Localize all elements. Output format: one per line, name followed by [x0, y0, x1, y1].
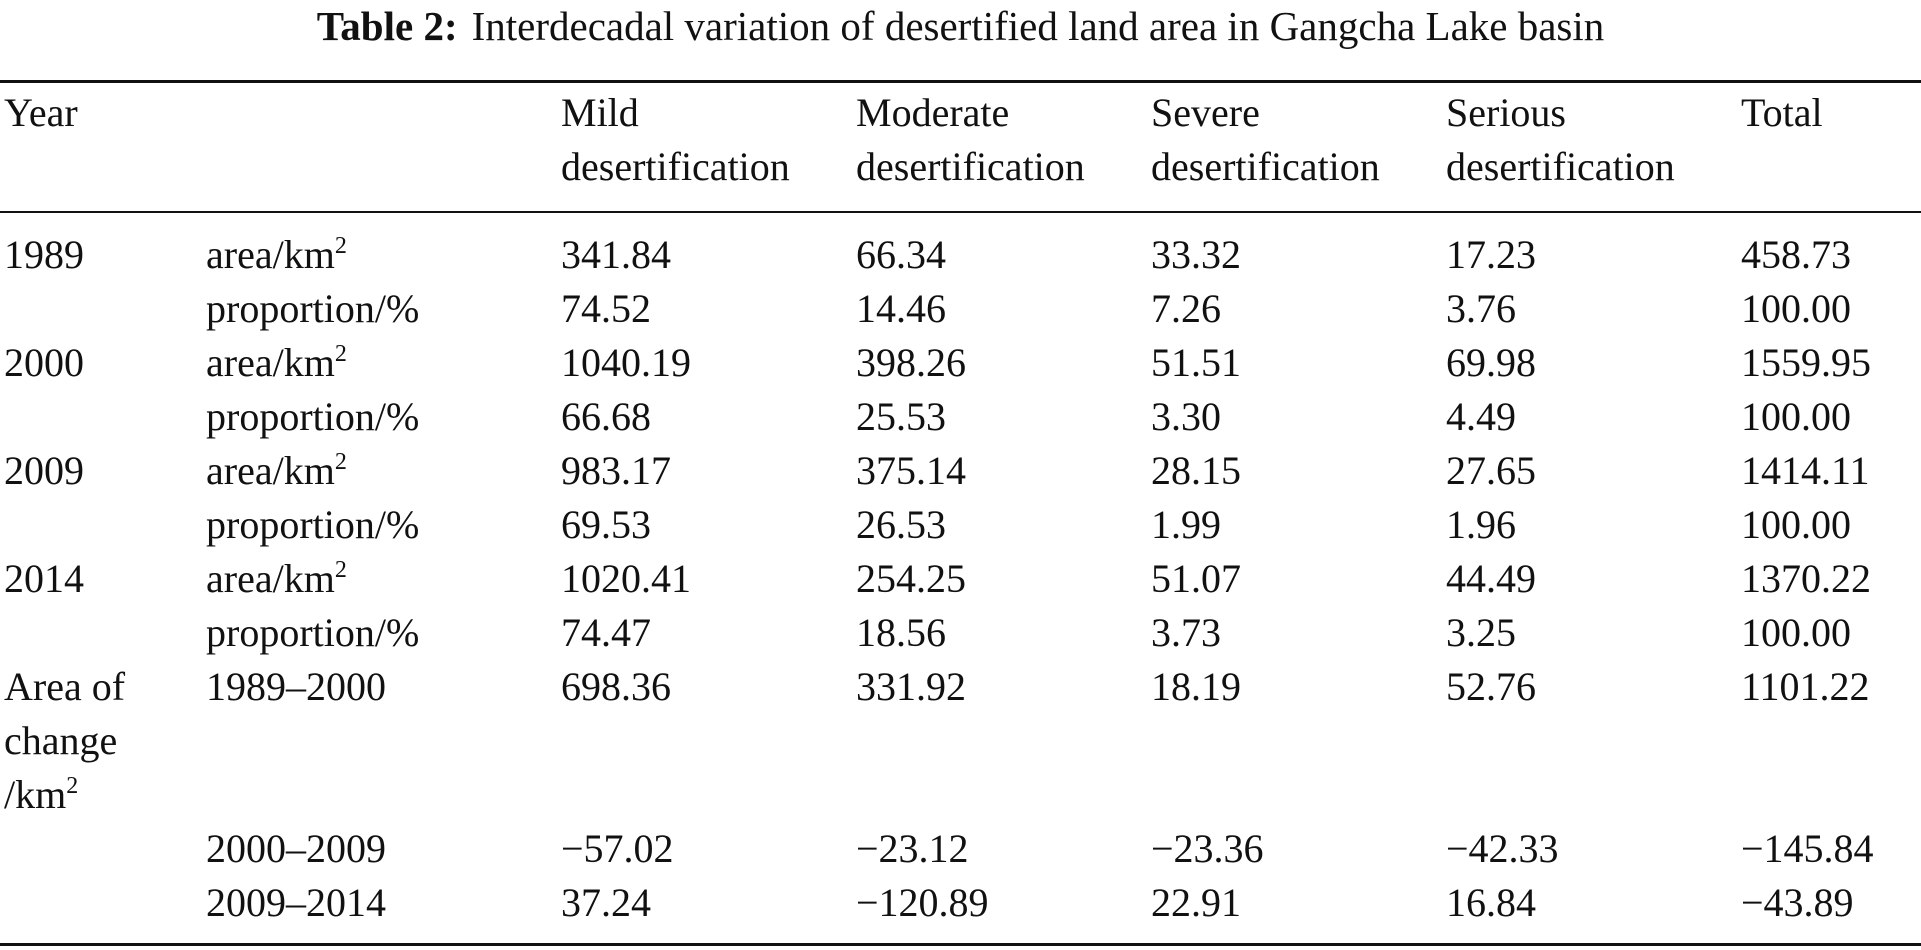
table-cell: 1.99	[1151, 502, 1221, 547]
table-cell: 26.53	[856, 502, 946, 547]
change-label-line2: change	[4, 718, 118, 763]
table-cell: 69.53	[561, 502, 651, 547]
table-cell: 44.49	[1446, 556, 1536, 601]
row-unit-proportion: proportion/%	[206, 394, 420, 439]
table-cell: 17.23	[1446, 232, 1536, 277]
table-cell: 22.91	[1151, 880, 1241, 925]
table-top-rule	[0, 80, 1921, 83]
header-total: Total	[1741, 90, 1823, 135]
table-cell: 4.49	[1446, 394, 1516, 439]
table-cell: 7.26	[1151, 286, 1221, 331]
header-serious-line2: desertification	[1446, 144, 1675, 189]
header-mild-line1: Mild	[561, 90, 639, 135]
table-cell: 52.76	[1446, 664, 1536, 709]
row-year-2014: 2014	[4, 556, 84, 601]
table-cell: 331.92	[856, 664, 966, 709]
table-cell: 1020.41	[561, 556, 691, 601]
table-cell: 1370.22	[1741, 556, 1871, 601]
table-cell: 16.84	[1446, 880, 1536, 925]
row-year-2009: 2009	[4, 448, 84, 493]
table-cell: 1.96	[1446, 502, 1516, 547]
table-cell: 37.24	[561, 880, 651, 925]
table-cell: −23.36	[1151, 826, 1264, 871]
row-unit-area: area/km2	[206, 556, 347, 601]
table-cell: 1040.19	[561, 340, 691, 385]
table-cell: 51.07	[1151, 556, 1241, 601]
table-cell: 398.26	[856, 340, 966, 385]
table-cell: 375.14	[856, 448, 966, 493]
row-unit-area: area/km2	[206, 448, 347, 493]
table-cell: −145.84	[1741, 826, 1874, 871]
header-severe-line1: Severe	[1151, 90, 1260, 135]
table-cell: 14.46	[856, 286, 946, 331]
table-cell: 74.47	[561, 610, 651, 655]
table-caption: Table 2: Interdecadal variation of desert…	[0, 2, 1921, 50]
table-caption-label: Table 2:	[316, 3, 458, 49]
table-cell: −120.89	[856, 880, 989, 925]
table-cell: 28.15	[1151, 448, 1241, 493]
header-moderate-line2: desertification	[856, 144, 1085, 189]
table-bottom-rule	[0, 943, 1921, 946]
header-moderate-line1: Moderate	[856, 90, 1010, 135]
change-label-line3: /km2	[4, 772, 79, 817]
header-severe-line2: desertification	[1151, 144, 1380, 189]
header-mild-line2: desertification	[561, 144, 790, 189]
table-cell: 33.32	[1151, 232, 1241, 277]
table-caption-text: Interdecadal variation of desertified la…	[471, 3, 1605, 49]
table-cell: 66.34	[856, 232, 946, 277]
table-cell: 18.19	[1151, 664, 1241, 709]
table-cell: 18.56	[856, 610, 946, 655]
table-cell: 100.00	[1741, 610, 1851, 655]
row-year-1989: 1989	[4, 232, 84, 277]
table-cell: 100.00	[1741, 502, 1851, 547]
table-cell: 3.30	[1151, 394, 1221, 439]
row-year-2000: 2000	[4, 340, 84, 385]
change-period-2000-2009: 2000–2009	[206, 826, 386, 871]
table-cell: −43.89	[1741, 880, 1854, 925]
table-cell: 254.25	[856, 556, 966, 601]
header-serious-line1: Serious	[1446, 90, 1566, 135]
change-period-1989-2000: 1989–2000	[206, 664, 386, 709]
table-cell: −57.02	[561, 826, 674, 871]
row-unit-proportion: proportion/%	[206, 502, 420, 547]
table-cell: 51.51	[1151, 340, 1241, 385]
table-cell: 3.73	[1151, 610, 1221, 655]
row-unit-proportion: proportion/%	[206, 610, 420, 655]
header-year: Year	[4, 90, 78, 135]
table-cell: 27.65	[1446, 448, 1536, 493]
table-cell: −42.33	[1446, 826, 1559, 871]
table-cell: 1559.95	[1741, 340, 1871, 385]
table-cell: 3.25	[1446, 610, 1516, 655]
table-cell: −23.12	[856, 826, 969, 871]
row-unit-area: area/km2	[206, 340, 347, 385]
table-cell: 74.52	[561, 286, 651, 331]
change-period-2009-2014: 2009–2014	[206, 880, 386, 925]
table-cell: 1101.22	[1741, 664, 1870, 709]
table-cell: 3.76	[1446, 286, 1516, 331]
table-cell: 100.00	[1741, 394, 1851, 439]
table-cell: 25.53	[856, 394, 946, 439]
table-cell: 1414.11	[1741, 448, 1870, 493]
table-cell: 698.36	[561, 664, 671, 709]
table-cell: 983.17	[561, 448, 671, 493]
table-cell: 100.00	[1741, 286, 1851, 331]
change-label-line1: Area of	[4, 664, 126, 709]
table-cell: 341.84	[561, 232, 671, 277]
table-header-rule	[0, 211, 1921, 213]
row-unit-proportion: proportion/%	[206, 286, 420, 331]
table-cell: 458.73	[1741, 232, 1851, 277]
table-cell: 66.68	[561, 394, 651, 439]
table-cell: 69.98	[1446, 340, 1536, 385]
row-unit-area: area/km2	[206, 232, 347, 277]
